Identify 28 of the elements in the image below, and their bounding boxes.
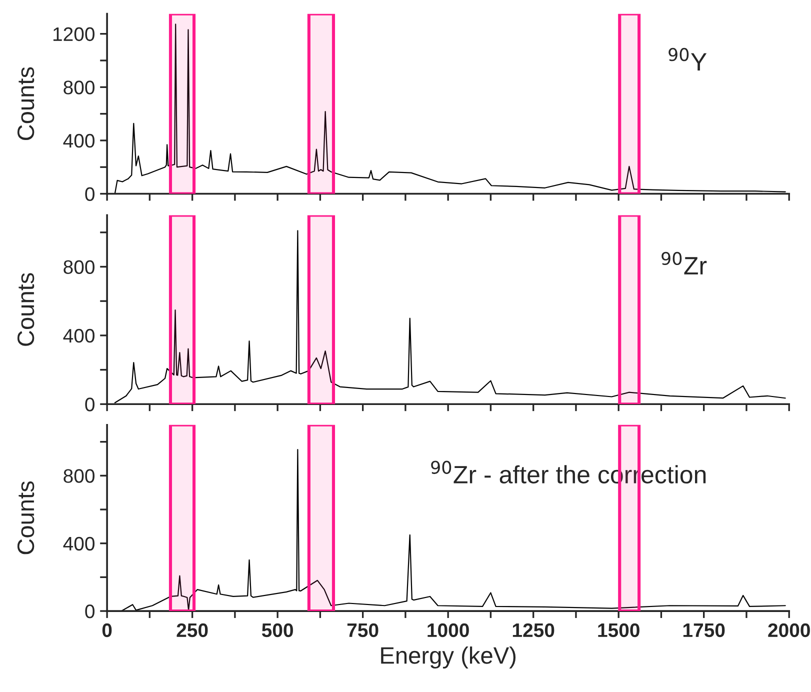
y-axis-title: Counts — [17, 481, 34, 554]
x-axis-title: Energy (keV) — [381, 646, 516, 669]
x-tick-label: 2000 — [768, 623, 810, 638]
annotation: $^{90}$Zr — [662, 252, 707, 274]
y-tick-label: 400 — [63, 536, 94, 551]
y-tick-label: 0 — [85, 398, 94, 412]
x-tick-label: 0 — [102, 623, 112, 638]
y-axis-title: Counts — [17, 67, 34, 140]
line-series — [114, 230, 786, 404]
y-tick-label: 400 — [63, 328, 94, 343]
x-tick-label: 1000 — [428, 623, 469, 638]
y-tick-label: 0 — [85, 604, 94, 618]
y-tick-label: 400 — [63, 134, 94, 148]
x-tick-label: 500 — [262, 623, 293, 638]
y-tick-label: 800 — [64, 260, 94, 274]
x-tick-label: 1500 — [598, 623, 640, 638]
annotation: $^{90}$Y — [668, 48, 707, 70]
x-tick-label: 250 — [176, 623, 208, 638]
line-series — [114, 24, 786, 194]
x-tick-label: 750 — [347, 623, 378, 638]
x-tick-label: 1750 — [683, 623, 725, 638]
y-tick-label: 0 — [85, 187, 94, 201]
x-tick-label: 1250 — [512, 623, 554, 638]
y-axis-title: Counts — [17, 273, 34, 346]
line-series — [120, 449, 786, 612]
y-tick-label: 800 — [64, 80, 94, 94]
y-tick-label: 1200 — [53, 27, 94, 42]
y-tick-label: 800 — [64, 469, 94, 483]
